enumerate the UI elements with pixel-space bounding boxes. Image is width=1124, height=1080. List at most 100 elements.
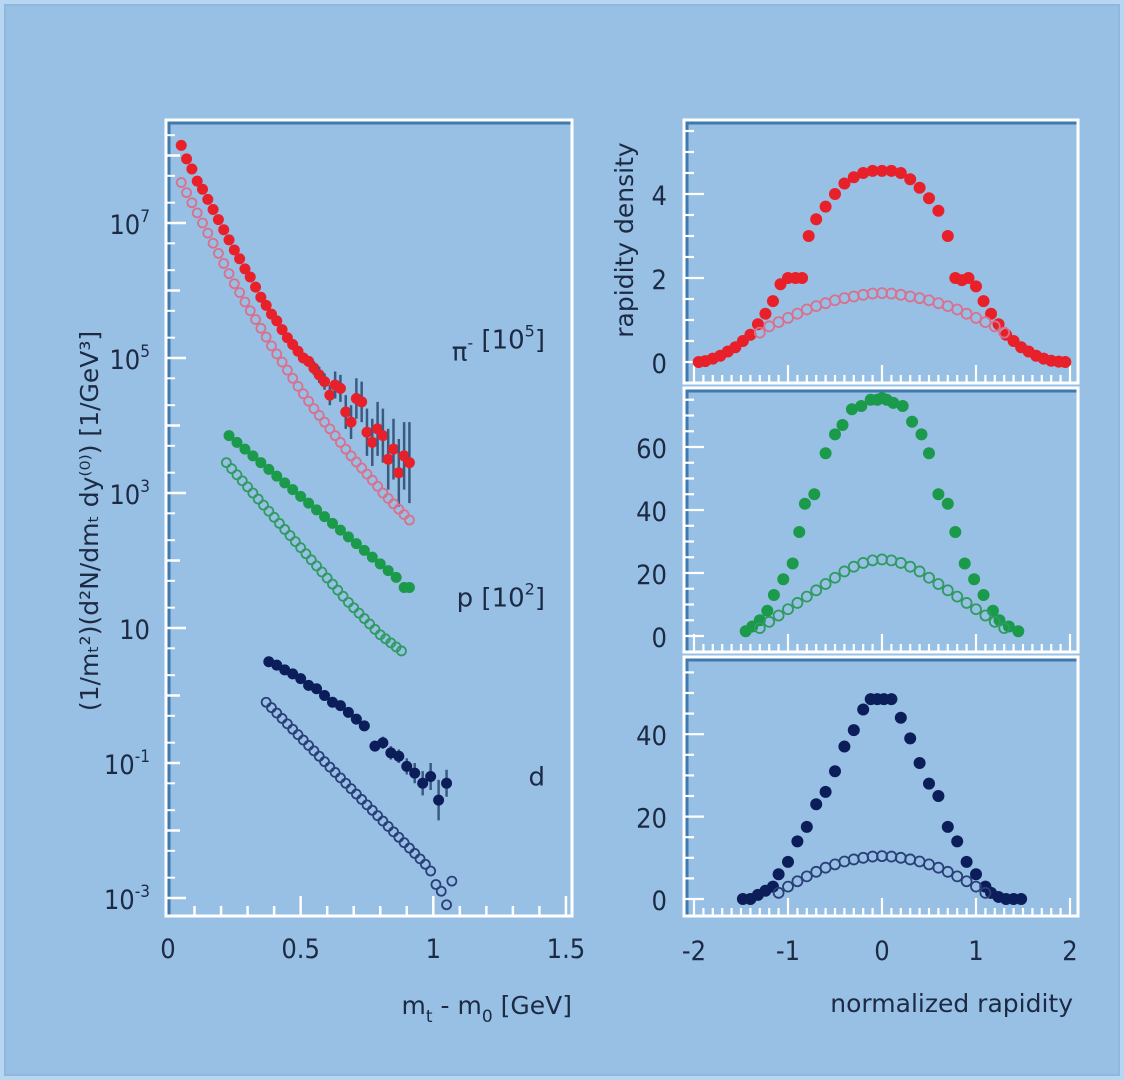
- mt-spectra-x-axis-title: mt - m0 [GeV]: [402, 991, 572, 1027]
- data-point: [334, 700, 346, 712]
- data-point: [340, 777, 352, 789]
- data-point: [409, 848, 421, 859]
- data-point: [313, 750, 325, 762]
- data-point: [782, 880, 794, 893]
- data-point: [772, 868, 785, 881]
- data-point: [388, 498, 399, 510]
- data-point: [847, 853, 860, 866]
- data-point: [838, 177, 851, 190]
- data-point: [279, 524, 291, 535]
- data-point: [970, 280, 982, 293]
- scale-factor-close: ]: [535, 584, 545, 614]
- data-point: [985, 307, 998, 320]
- data-point: [390, 571, 402, 583]
- data-point: [951, 870, 964, 883]
- data-point: [271, 470, 283, 482]
- data-point: [885, 554, 898, 567]
- y-tick-label-exponent: 7: [140, 207, 150, 227]
- y-tick-label: 105: [109, 342, 150, 376]
- data-point: [337, 590, 349, 602]
- data-point: [226, 463, 238, 475]
- species-label: p [102]: [457, 580, 545, 614]
- data-point: [876, 553, 888, 566]
- rapidity-proton-panel-ticks: [684, 398, 1072, 652]
- data-point: [857, 288, 870, 301]
- x-tick-label: -1: [776, 936, 800, 967]
- data-point: [311, 683, 323, 695]
- series-p-filled-x1e2: [223, 430, 415, 593]
- data-point: [932, 861, 945, 874]
- data-point: [239, 443, 251, 455]
- data-point: [923, 192, 935, 205]
- data-point: [326, 517, 338, 529]
- data-point: [960, 875, 973, 888]
- data-point: [763, 615, 776, 628]
- data-point: [342, 706, 354, 718]
- y-tick-label-exponent: 3: [140, 477, 150, 497]
- data-point: [970, 603, 982, 616]
- data-point: [419, 858, 431, 870]
- data-point: [372, 480, 383, 492]
- rapidity-proton-panel-tick-labels: 0 20 40 60: [636, 434, 667, 654]
- data-point: [276, 324, 288, 336]
- data-point: [960, 307, 973, 320]
- data-point: [377, 430, 389, 442]
- data-point: [340, 406, 352, 418]
- data-point: [970, 880, 982, 893]
- data-point: [308, 745, 320, 757]
- data-point: [223, 268, 235, 280]
- data-point: [197, 217, 208, 229]
- data-point: [791, 835, 804, 848]
- data-point: [196, 183, 208, 195]
- data-point: [941, 584, 954, 597]
- x-tick-label: 1: [426, 934, 441, 965]
- data-point: [297, 734, 309, 746]
- data-point: [303, 740, 315, 751]
- data-point: [847, 724, 860, 737]
- mt-spectra-frame-border: [164, 118, 574, 918]
- data-point: [324, 423, 336, 435]
- rapidity-proton-panel: 0 20 40 60: [636, 386, 1080, 654]
- xlabel-mid: - m: [433, 991, 482, 1020]
- data-point: [289, 536, 301, 547]
- y-tick-label: 0: [652, 886, 667, 917]
- data-point: [1015, 893, 1028, 905]
- data-point: [923, 571, 935, 584]
- series-d-filled-: [263, 656, 453, 821]
- series-p-filled-: [739, 392, 1025, 638]
- data-point: [876, 850, 888, 863]
- data-point: [802, 230, 815, 242]
- data-point: [904, 732, 917, 745]
- data-point: [857, 167, 870, 179]
- y-tick-label-base: 10: [109, 480, 140, 511]
- data-point: [295, 673, 307, 685]
- species-charge: -: [467, 333, 473, 352]
- data-point: [236, 475, 248, 487]
- y-tick-label-base: 10: [109, 210, 140, 241]
- data-point: [951, 835, 964, 848]
- data-point: [932, 204, 945, 217]
- data-point: [847, 560, 860, 573]
- data-point: [772, 316, 785, 329]
- data-point: [819, 297, 832, 310]
- data-point: [404, 514, 415, 526]
- data-point: [276, 356, 288, 368]
- data-point: [252, 493, 264, 505]
- data-point: [932, 578, 945, 590]
- xlabel-m1: m: [402, 991, 426, 1020]
- data-point: [941, 300, 954, 313]
- data-point: [932, 297, 945, 310]
- data-point: [767, 589, 780, 602]
- x-tick-label: 0: [874, 936, 889, 967]
- data-point: [913, 292, 926, 305]
- y-tick-label-base: 10: [119, 615, 150, 646]
- data-point: [796, 272, 809, 284]
- data-point: [350, 538, 362, 550]
- data-point: [356, 396, 368, 408]
- mt-spectra-frame: [164, 118, 574, 918]
- data-point: [295, 490, 307, 502]
- data-point: [175, 139, 187, 151]
- data-point: [361, 426, 373, 438]
- data-point: [308, 403, 320, 415]
- data-point: [904, 853, 917, 866]
